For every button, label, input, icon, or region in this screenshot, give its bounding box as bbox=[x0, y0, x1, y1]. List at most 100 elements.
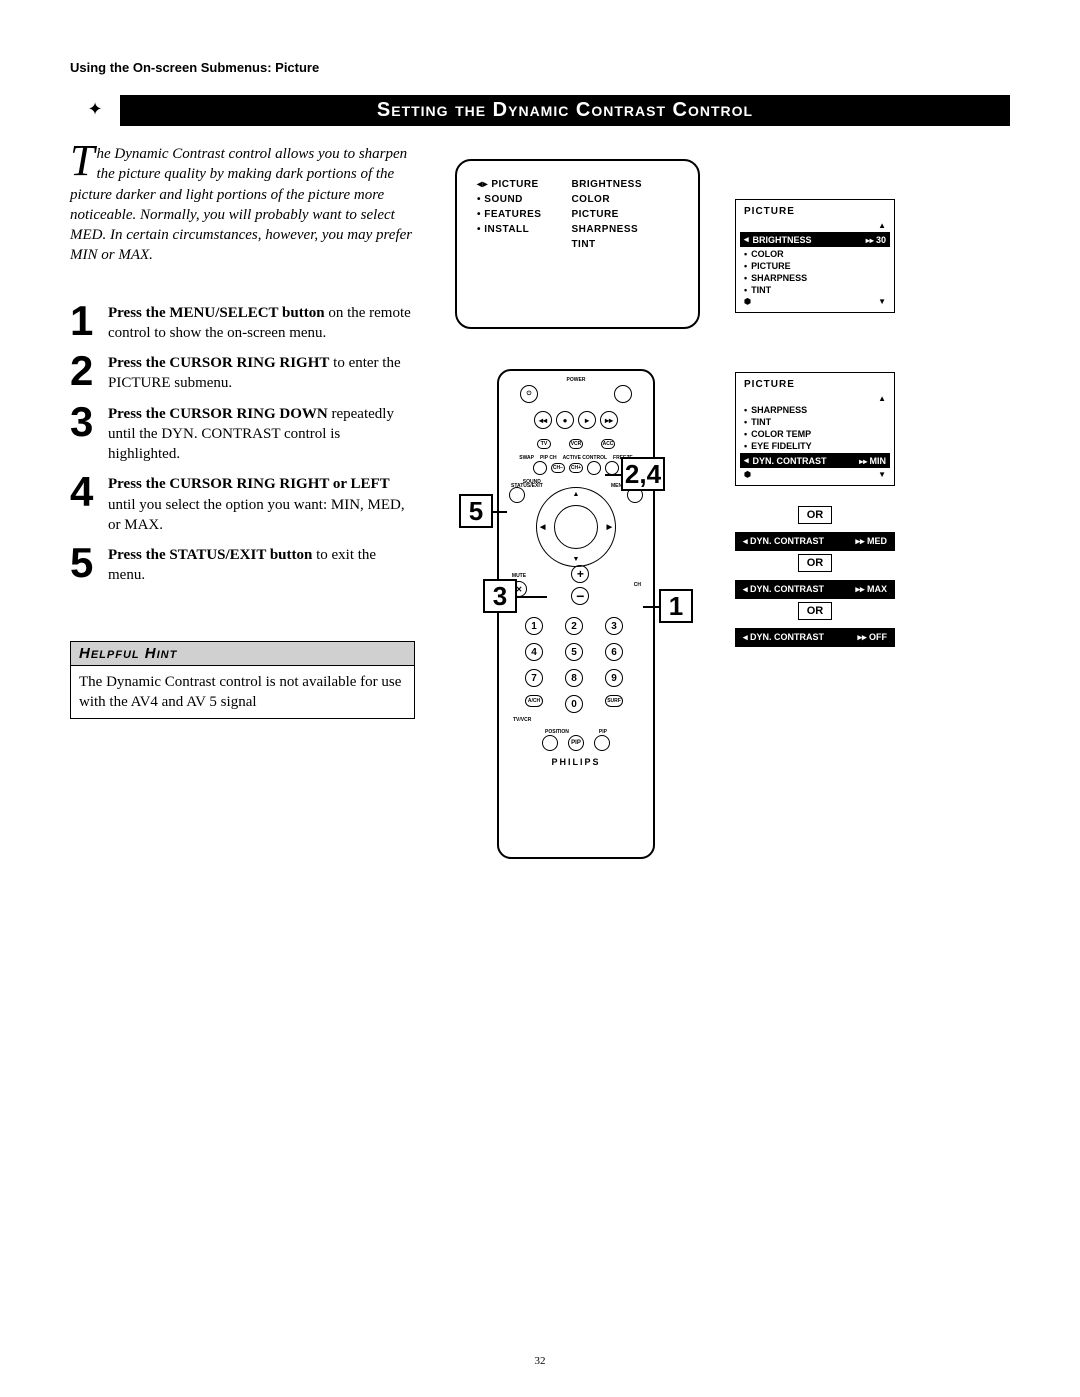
status-label: STATUS/EXIT bbox=[511, 483, 541, 489]
ff-button[interactable]: ▸▸ bbox=[600, 411, 618, 429]
title-row: ✦ Setting the Dynamic Contrast Control bbox=[70, 95, 1010, 126]
step-2: 2 Press the CURSOR RING RIGHT to enter t… bbox=[70, 351, 415, 394]
main-menu-col: PICTURE SOUND FEATURES INSTALL bbox=[477, 179, 541, 250]
step-number: 1 bbox=[70, 301, 108, 344]
down-arrow-icon: ▼ bbox=[878, 297, 886, 306]
step-number: 5 bbox=[70, 543, 108, 586]
submenu-brightness: BRIGHTNESS bbox=[571, 179, 642, 190]
callout-5: 5 bbox=[459, 494, 493, 528]
pip-button[interactable] bbox=[594, 735, 610, 751]
osd-dyncontrast-max: ◂ DYN. CONTRAST▸▸ MAX bbox=[735, 580, 895, 599]
tvvcr-label: TV/VCR bbox=[513, 717, 531, 723]
power-button[interactable]: ⏻ bbox=[520, 385, 538, 403]
key-5[interactable]: 5 bbox=[565, 643, 583, 661]
freeze-button[interactable] bbox=[605, 461, 619, 475]
or-label-2: OR bbox=[798, 554, 832, 572]
cursor-right-icon: ▶ bbox=[607, 523, 612, 531]
key-9[interactable]: 9 bbox=[605, 669, 623, 687]
step-bold: Press the CURSOR RING RIGHT bbox=[108, 355, 329, 371]
tv-screen-menu: PICTURE SOUND FEATURES INSTALL BRIGHTNES… bbox=[455, 159, 700, 329]
dropcap: T bbox=[70, 144, 96, 178]
swap-button[interactable] bbox=[533, 461, 547, 475]
sub-menu-col: BRIGHTNESS COLOR PICTURE SHARPNESS TINT bbox=[571, 179, 642, 250]
steps-list: 1 Press the MENU/SELECT button on the re… bbox=[70, 301, 415, 586]
rewind-button[interactable]: ◂◂ bbox=[534, 411, 552, 429]
chup-button[interactable]: CH+ bbox=[569, 463, 583, 473]
step-bold: Press the MENU/SELECT button bbox=[108, 305, 325, 321]
key-2[interactable]: 2 bbox=[565, 617, 583, 635]
step-5: 5 Press the STATUS/EXIT button to exit t… bbox=[70, 543, 415, 586]
scroll-icon: ⬢ bbox=[744, 470, 751, 479]
submenu-sharpness: SHARPNESS bbox=[571, 224, 642, 235]
osd-tint: TINT bbox=[744, 285, 886, 295]
chdown-button[interactable]: CH− bbox=[551, 463, 565, 473]
osd-sharpness: SHARPNESS bbox=[744, 273, 886, 283]
osd-dyncontrast-med: ◂ DYN. CONTRAST▸▸ MED bbox=[735, 532, 895, 551]
or-label-3: OR bbox=[798, 602, 832, 620]
osd-picture-dyncontrast: PICTURE ▲ SHARPNESS TINT COLOR TEMP EYE … bbox=[735, 372, 895, 486]
status-exit-button[interactable] bbox=[509, 487, 525, 503]
light-button[interactable] bbox=[614, 385, 632, 403]
callout-2-4: 2,4 bbox=[621, 457, 665, 491]
pip-mid-button[interactable]: PIP bbox=[568, 735, 584, 751]
or-label-1: OR bbox=[798, 506, 832, 524]
brand-label: PHILIPS bbox=[551, 757, 600, 767]
breadcrumb: Using the On-screen Submenus: Picture bbox=[70, 60, 1010, 75]
cursor-up-icon: ▲ bbox=[573, 491, 580, 498]
cursor-ring[interactable]: ▲ ▼ ◀ ▶ bbox=[536, 487, 616, 567]
key-3[interactable]: 3 bbox=[605, 617, 623, 635]
osd-eyefidelity: EYE FIDELITY bbox=[744, 441, 886, 451]
step-number: 4 bbox=[70, 472, 108, 535]
title-icon: ✦ bbox=[70, 95, 120, 123]
key-surf[interactable]: SURF bbox=[605, 695, 623, 707]
vol-down-button[interactable]: − bbox=[571, 587, 589, 605]
cursor-left-icon: ◀ bbox=[540, 523, 545, 531]
scroll-icon: ⬢ bbox=[744, 297, 751, 306]
osd-tint: TINT bbox=[744, 417, 886, 427]
swap-label: SWAP bbox=[519, 455, 534, 461]
step-bold: Press the CURSOR RING DOWN bbox=[108, 406, 328, 422]
osd-dyncontrast-min: DYN. CONTRASTMIN bbox=[740, 453, 890, 468]
diagram: PICTURE SOUND FEATURES INSTALL BRIGHTNES… bbox=[445, 144, 1010, 864]
osd-color: COLOR bbox=[744, 249, 886, 259]
play-button[interactable]: ▸ bbox=[578, 411, 596, 429]
key-7[interactable]: 7 bbox=[525, 669, 543, 687]
page-title: Setting the Dynamic Contrast Control bbox=[120, 95, 1010, 126]
submenu-color: COLOR bbox=[571, 194, 642, 205]
key-1[interactable]: 1 bbox=[525, 617, 543, 635]
step-number: 2 bbox=[70, 351, 108, 394]
callout-3: 3 bbox=[483, 579, 517, 613]
vcr-button[interactable]: VCR bbox=[569, 439, 583, 449]
osd-dyncontrast-off: ◂ DYN. CONTRAST▸▸ OFF bbox=[735, 628, 895, 647]
vol-up-button[interactable]: + bbox=[571, 565, 589, 583]
menu-install: INSTALL bbox=[477, 224, 541, 235]
tv-button[interactable]: TV bbox=[537, 439, 551, 449]
callout-1-line bbox=[643, 606, 659, 608]
ch-label: CH bbox=[634, 582, 641, 588]
submenu-picture: PICTURE bbox=[571, 209, 642, 220]
up-arrow-icon: ▲ bbox=[744, 394, 886, 403]
osd-picture: PICTURE bbox=[744, 261, 886, 271]
osd-brightness-row: BRIGHTNESS30 bbox=[740, 232, 890, 247]
stop-button[interactable]: ● bbox=[556, 411, 574, 429]
step-3: 3 Press the CURSOR RING DOWN repeatedly … bbox=[70, 402, 415, 465]
step-bold: Press the STATUS/EXIT button bbox=[108, 547, 312, 563]
active-button[interactable] bbox=[587, 461, 601, 475]
acc-button[interactable]: ACC bbox=[601, 439, 615, 449]
key-6[interactable]: 6 bbox=[605, 643, 623, 661]
position-button[interactable] bbox=[542, 735, 558, 751]
key-4[interactable]: 4 bbox=[525, 643, 543, 661]
step-number: 3 bbox=[70, 402, 108, 465]
key-0[interactable]: 0 bbox=[565, 695, 583, 713]
page-number: 32 bbox=[0, 1355, 1080, 1367]
key-8[interactable]: 8 bbox=[565, 669, 583, 687]
cursor-down-icon: ▼ bbox=[573, 556, 580, 563]
hint-body: The Dynamic Contrast control is not avai… bbox=[71, 666, 414, 719]
power-label: POWER bbox=[567, 377, 586, 383]
remote-control: POWER ⏻ ◂◂ ● ▸ ▸▸ TV VCR bbox=[497, 369, 655, 859]
submenu-tint: TINT bbox=[571, 239, 642, 250]
osd-title: PICTURE bbox=[744, 206, 886, 217]
step-bold: Press the CURSOR RING RIGHT or LEFT bbox=[108, 476, 390, 492]
key-ach[interactable]: A/CH bbox=[525, 695, 543, 707]
osd-title: PICTURE bbox=[744, 379, 886, 390]
